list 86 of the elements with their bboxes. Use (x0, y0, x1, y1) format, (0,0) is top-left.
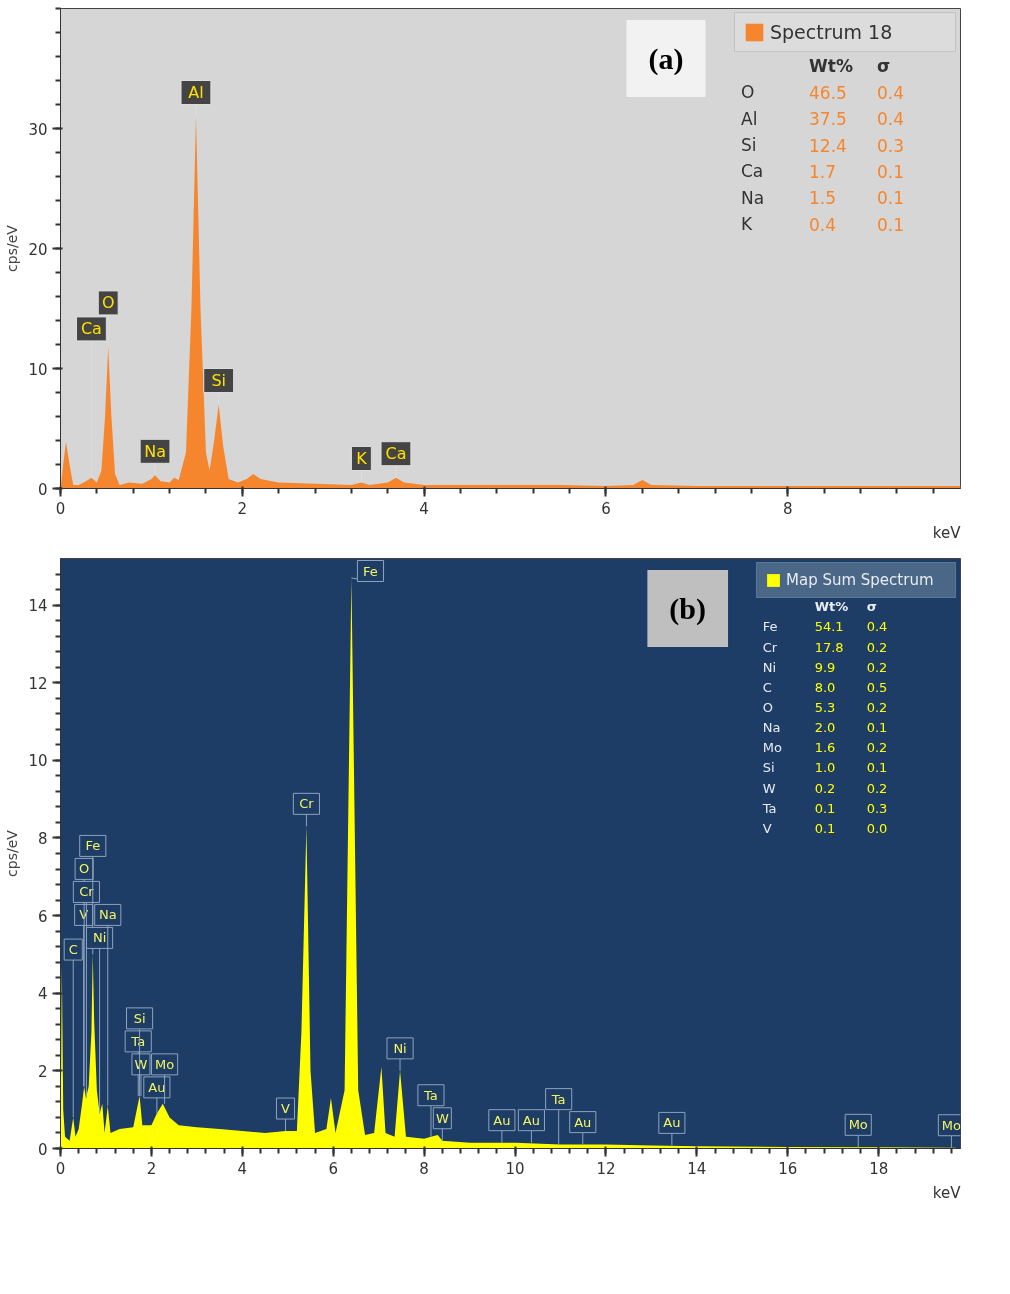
annotation: Au (574, 1114, 592, 1130)
annotation: Mo (155, 1056, 175, 1072)
annotation: (a) (648, 42, 684, 76)
text: Na 1.5 0.1 (741, 187, 905, 209)
y-tick-label: 30 (28, 120, 48, 139)
annotation: Na (144, 441, 166, 461)
text: Ca 1.7 0.1 (741, 161, 905, 182)
x-tick-label: 8 (783, 499, 793, 518)
x-tick-label: 6 (328, 1159, 338, 1178)
text: Ta 0.1 0.3 (762, 800, 888, 816)
annotation: Si (211, 371, 226, 390)
text: V 0.1 0.0 (762, 820, 888, 836)
y-tick-label: 12 (28, 674, 48, 693)
annotation: W (134, 1056, 148, 1072)
annotation: V (281, 1101, 291, 1117)
y-tick-label: 14 (28, 597, 48, 616)
text: Na 2.0 0.1 (762, 720, 888, 736)
annotation: Au (522, 1112, 540, 1128)
x-tick-label: 4 (419, 499, 429, 518)
x-tick-label: 6 (601, 499, 611, 518)
annotation: Au (663, 1115, 681, 1131)
annotation: (b) (669, 592, 707, 626)
text: O 5.3 0.2 (762, 699, 888, 715)
annotation: Fe (85, 838, 101, 854)
x-tick-label: 10 (505, 1159, 525, 1178)
x-tick-label: 4 (237, 1159, 248, 1178)
annotation: Ta (423, 1087, 438, 1103)
y-axis-title: cps/eV (4, 224, 21, 272)
y-tick-label: 0 (37, 1140, 48, 1159)
annotation: Au (148, 1079, 166, 1095)
y-axis-title: cps/eV (4, 829, 21, 877)
annotation: Au (493, 1112, 511, 1128)
annotation: Mo (941, 1117, 962, 1133)
x-tick-label: 8 (419, 1159, 429, 1178)
annotation: Ca (80, 319, 102, 339)
x-tick-label: 12 (596, 1159, 616, 1178)
legend-label: Spectrum 18 (770, 21, 894, 43)
annotation: Ni (92, 930, 107, 946)
text: K 0.4 0.1 (741, 214, 905, 235)
text: W 0.2 0.2 (762, 780, 888, 796)
x-axis-title: keV (932, 1183, 962, 1202)
x-tick-label: 14 (687, 1159, 707, 1178)
annotation: Ta (550, 1091, 566, 1107)
annotation: C (68, 942, 78, 958)
x-tick-label: 0 (55, 1159, 66, 1178)
y-tick-label: 6 (37, 907, 48, 926)
y-tick-label: 2 (37, 1062, 48, 1081)
y-tick-label: 10 (28, 360, 48, 379)
annotation: Cr (299, 796, 315, 812)
x-tick-label: 2 (237, 499, 248, 518)
annotation: Ni (393, 1040, 407, 1056)
annotation: Ca (385, 444, 407, 464)
x-axis-title: keV (932, 523, 962, 542)
text: Fe 54.1 0.4 (762, 619, 888, 635)
annotation: K (356, 449, 368, 468)
annotation: O (79, 861, 90, 877)
x-tick-label: 18 (869, 1159, 889, 1178)
text: Ni 9.9 0.2 (762, 659, 888, 675)
text: Mo 1.6 0.2 (762, 740, 888, 756)
annotation: Na (98, 907, 117, 923)
text: O 46.5 0.4 (741, 82, 905, 103)
text: Wt% σ (809, 56, 891, 77)
legend-label: Map Sum Spectrum (786, 571, 935, 589)
y-tick-label: 20 (28, 240, 48, 259)
annotation: Al (188, 83, 204, 102)
y-tick-label: 4 (37, 985, 48, 1004)
text: Wt% σ (814, 599, 877, 615)
y-tick-label: 10 (28, 752, 48, 771)
x-tick-label: 0 (55, 499, 66, 518)
annotation: Fe (363, 563, 378, 579)
annotation: O (101, 293, 115, 313)
y-tick-label: 0 (37, 480, 48, 499)
annotation: Si (133, 1010, 146, 1026)
text: Cr 17.8 0.2 (762, 639, 888, 655)
text: C 8.0 0.5 (762, 679, 888, 695)
annotation: Ta (130, 1033, 146, 1049)
x-tick-label: 16 (778, 1159, 798, 1178)
annotation: Mo (848, 1117, 868, 1133)
annotation: W (435, 1110, 449, 1126)
y-tick-label: 8 (37, 829, 48, 848)
text: Al 37.5 0.4 (741, 108, 905, 130)
x-tick-label: 2 (146, 1159, 157, 1178)
text: Si 1.0 0.1 (762, 760, 888, 776)
annotation: V (79, 907, 89, 923)
text: Si 12.4 0.3 (741, 135, 905, 156)
annotation: Cr (79, 884, 95, 900)
